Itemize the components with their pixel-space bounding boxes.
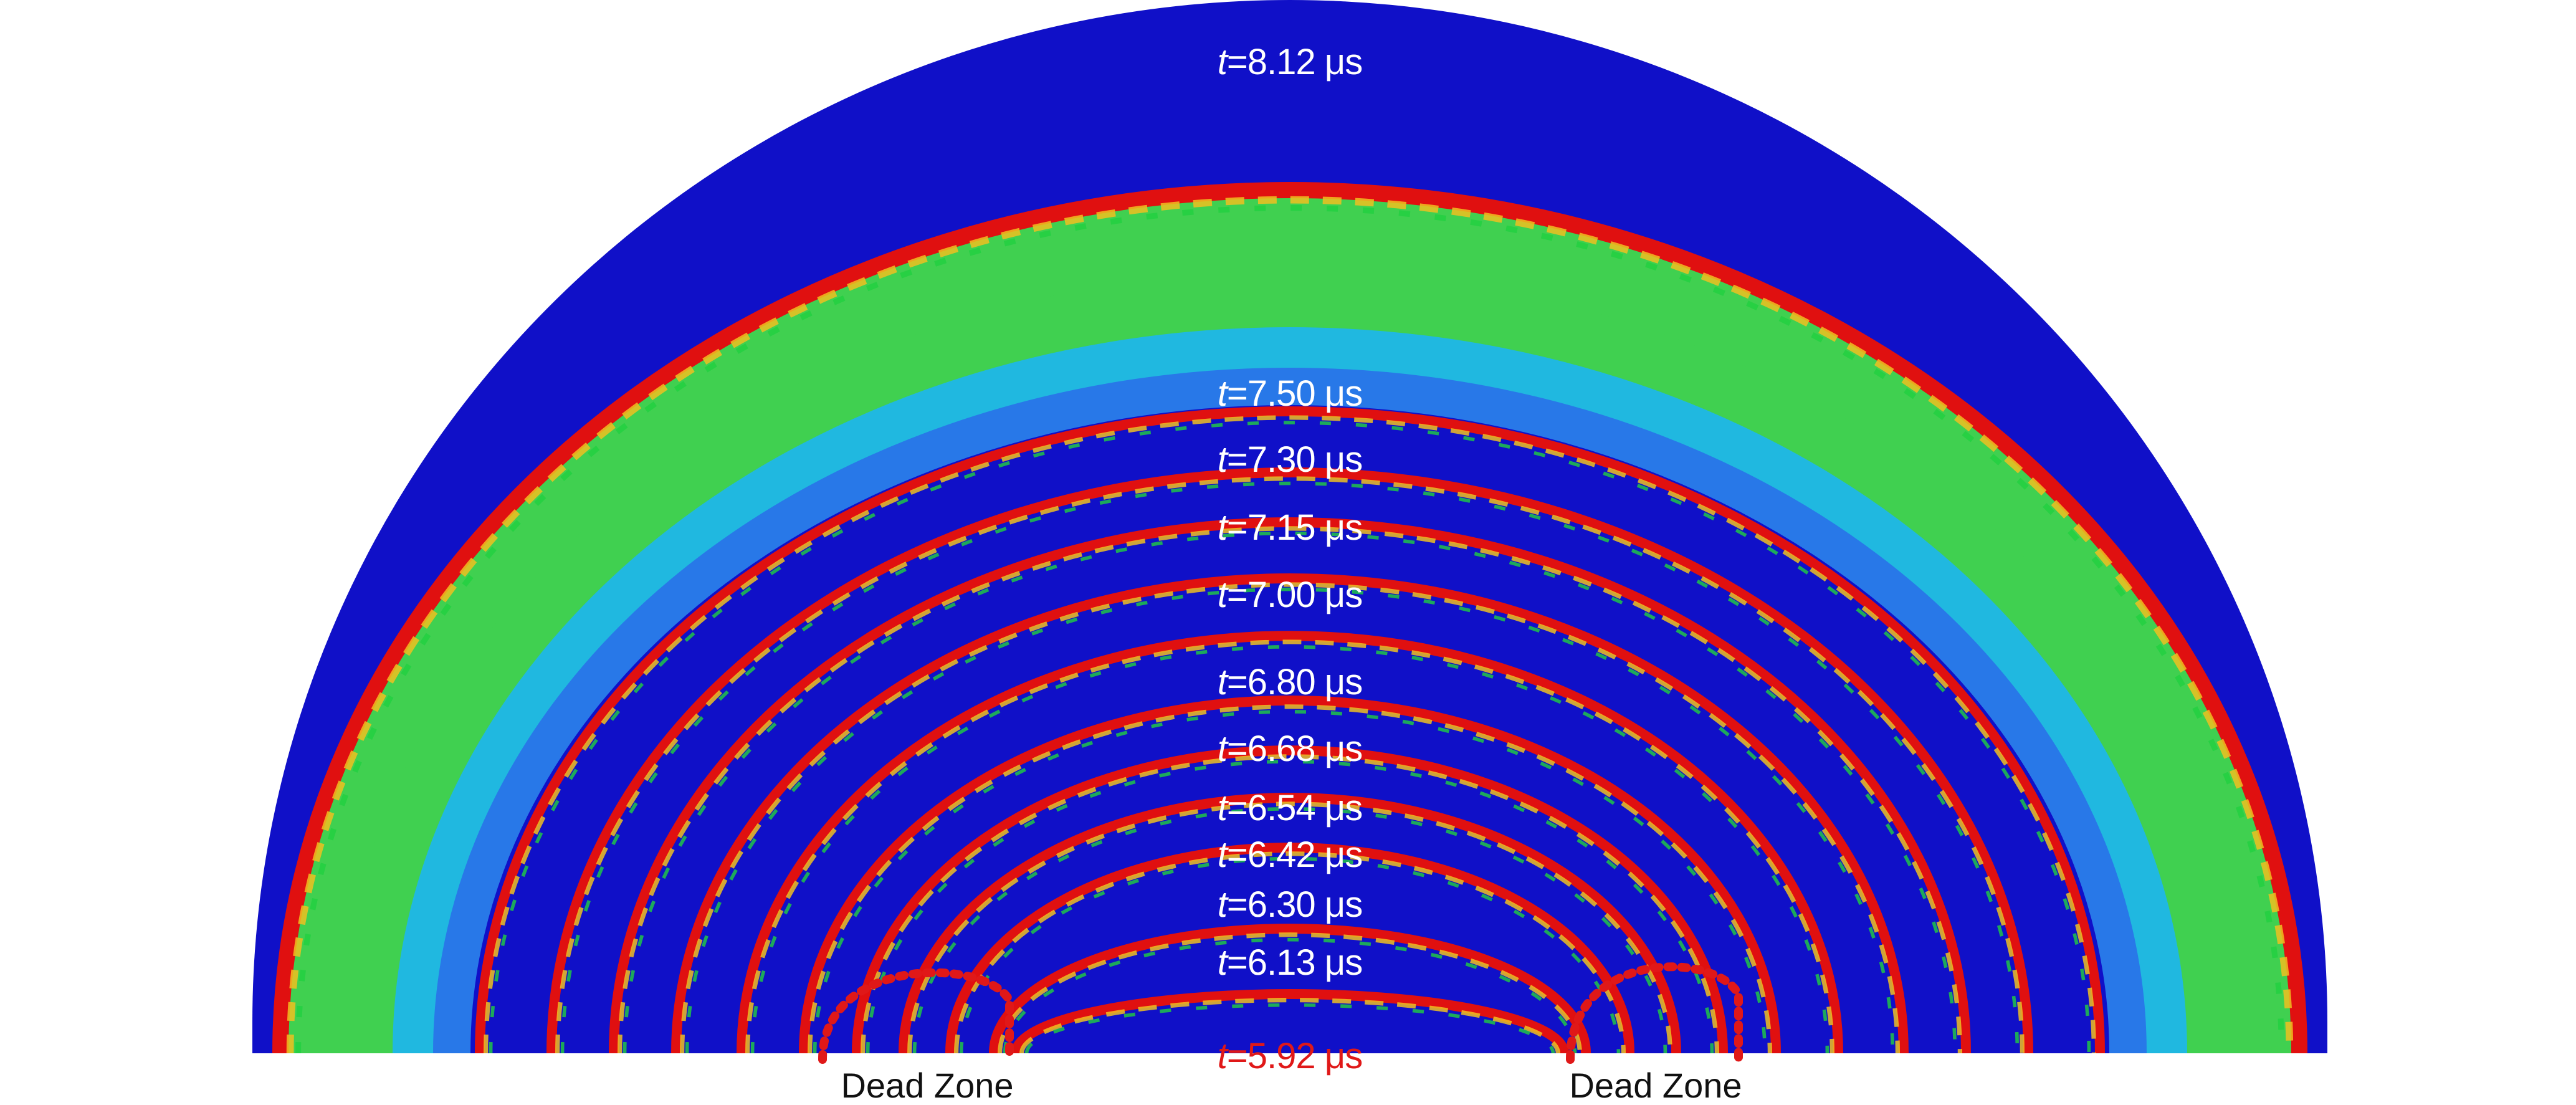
time-unit: μs xyxy=(1324,373,1363,414)
time-value: =6.13 xyxy=(1226,942,1325,983)
wavefront-6.13 xyxy=(989,924,1591,1053)
time-label-6.42: t=6.42 μs xyxy=(1217,835,1363,875)
time-value: =6.54 xyxy=(1226,788,1325,828)
time-unit: μs xyxy=(1324,884,1363,925)
time-variable: t xyxy=(1217,729,1228,769)
band-blue xyxy=(433,368,2147,1053)
time-variable: t xyxy=(1217,1036,1228,1076)
time-label-6.54: t=6.54 μs xyxy=(1217,788,1363,828)
wavefront-core-6.68 xyxy=(808,704,1772,1053)
dead-zone-outline-1 xyxy=(818,968,1014,1064)
dead-zone-label-1: Dead Zone xyxy=(841,1066,1014,1105)
time-unit: μs xyxy=(1324,788,1363,828)
wavefront-6.42 xyxy=(899,793,1681,1053)
time-label-6.68: t=6.68 μs xyxy=(1217,729,1363,769)
time-variable: t xyxy=(1217,42,1228,82)
dead-zone-label-2: Dead Zone xyxy=(1569,1066,1742,1105)
time-variable: t xyxy=(1217,507,1228,548)
time-label-7.50: t=7.50 μs xyxy=(1217,373,1363,414)
time-value: =6.80 xyxy=(1226,662,1325,702)
wavefront-core-7.00 xyxy=(680,582,1900,1053)
time-variable: t xyxy=(1217,942,1228,983)
wavefront-core-7.15 xyxy=(618,526,1962,1053)
time-unit: μs xyxy=(1324,42,1363,82)
wavefront-6.54 xyxy=(852,745,1728,1053)
wavefronts xyxy=(272,182,2307,1053)
time-value: =5.92 xyxy=(1226,1036,1325,1076)
time-value: =7.00 xyxy=(1226,575,1325,615)
time-label-7.30: t=7.30 μs xyxy=(1217,439,1363,480)
time-unit: μs xyxy=(1324,835,1363,875)
wavefront-trace-7.00 xyxy=(685,587,1895,1053)
time-variable: t xyxy=(1217,662,1228,702)
wavefront-trace-7.15 xyxy=(623,531,1957,1053)
time-unit: μs xyxy=(1324,662,1363,702)
time-unit: μs xyxy=(1324,942,1363,983)
wavefront-trace-6.54 xyxy=(866,759,1714,1053)
time-variable: t xyxy=(1217,373,1228,414)
wavefront-core-8.12 xyxy=(286,196,2294,1053)
wavefront-6.68 xyxy=(799,696,1781,1053)
wavefront-core-5.92 xyxy=(1019,998,1560,1053)
time-variable: t xyxy=(1217,835,1228,875)
wavefront-7.50 xyxy=(475,406,2105,1053)
time-label-7.15: t=7.15 μs xyxy=(1217,507,1363,548)
time-label-6.13: t=6.13 μs xyxy=(1217,942,1363,983)
wavefront-8.12 xyxy=(272,182,2307,1053)
wavefront-core-6.42 xyxy=(907,801,1672,1053)
time-value: =6.68 xyxy=(1226,729,1325,769)
band-cyan xyxy=(393,327,2187,1053)
time-unit: μs xyxy=(1324,575,1363,615)
wavefront-7.30 xyxy=(546,467,2033,1053)
time-variable: t xyxy=(1217,884,1228,925)
time-unit: μs xyxy=(1324,1036,1363,1076)
time-variable: t xyxy=(1217,575,1228,615)
outer-band xyxy=(274,196,2306,1053)
wavefront-7.15 xyxy=(609,517,1971,1053)
time-variable: t xyxy=(1217,439,1228,480)
band-green-outer xyxy=(274,196,2306,1053)
wavefront-core-6.54 xyxy=(861,754,1719,1053)
time-value: =6.30 xyxy=(1226,884,1325,925)
time-label-8.12: t=8.12 μs xyxy=(1217,42,1363,82)
wavefront-core-6.30 xyxy=(954,851,1626,1053)
time-unit: μs xyxy=(1324,729,1363,769)
band-green-inner xyxy=(340,271,2240,1053)
wavefront-trace-5.92 xyxy=(1024,1003,1555,1053)
time-label-5.92: t=5.92 μs xyxy=(1217,1036,1363,1076)
wavefront-core-6.80 xyxy=(745,639,1834,1053)
time-unit: μs xyxy=(1324,507,1363,548)
wavefront-core-7.50 xyxy=(484,415,2096,1053)
time-variable: t xyxy=(1217,788,1228,828)
wavefront-6.80 xyxy=(737,631,1843,1053)
wavefront-trace-6.13 xyxy=(1003,937,1577,1053)
wavefront-5.92 xyxy=(1011,989,1569,1053)
time-label-7.00: t=7.00 μs xyxy=(1217,575,1363,615)
wavefront-trace-7.50 xyxy=(489,420,2091,1053)
wavefront-7.00 xyxy=(671,573,1909,1053)
time-value: =7.15 xyxy=(1226,507,1325,548)
time-value: =8.12 xyxy=(1226,42,1325,82)
wavefront-trace-8.12 xyxy=(295,205,2284,1053)
wavefront-trace-7.30 xyxy=(560,481,2020,1053)
time-value: =7.50 xyxy=(1226,373,1325,414)
wavefront-core-7.30 xyxy=(555,476,2025,1053)
time-unit: μs xyxy=(1324,439,1363,480)
time-value: =6.42 xyxy=(1226,835,1325,875)
wavefront-trace-6.30 xyxy=(959,856,1621,1053)
time-label-6.30: t=6.30 μs xyxy=(1217,884,1363,925)
wavefront-core-6.13 xyxy=(998,932,1582,1053)
wavefront-6.30 xyxy=(945,843,1634,1053)
dead-zones xyxy=(818,962,1743,1064)
dead-zone-outline-2 xyxy=(1566,962,1743,1064)
time-label-6.80: t=6.80 μs xyxy=(1217,662,1363,702)
time-value: =7.30 xyxy=(1226,439,1325,480)
